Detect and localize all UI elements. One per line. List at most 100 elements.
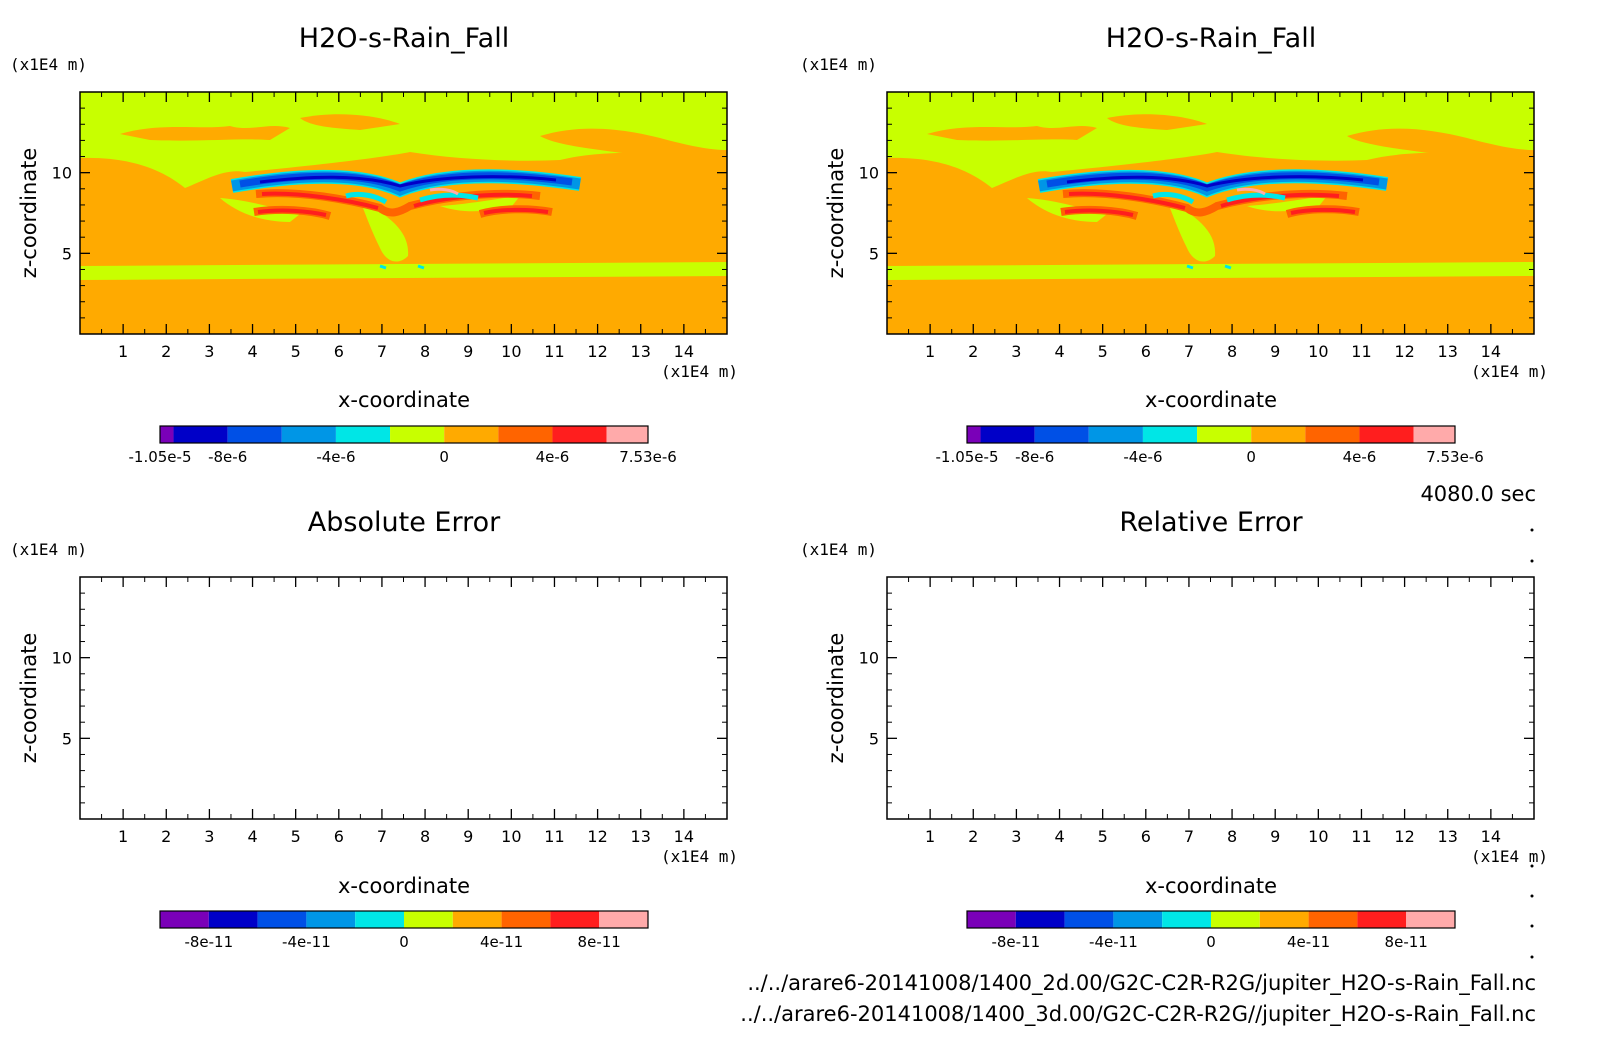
y-ticks (887, 107, 1534, 319)
x-tick-label: 1 (118, 827, 128, 846)
colorbar-tick-label: -4e-6 (316, 448, 355, 466)
y-ticks (80, 107, 727, 319)
colorbar-swatch (1142, 426, 1198, 443)
x-tick-label: 2 (968, 827, 978, 846)
x-tick-label: 8 (420, 827, 430, 846)
colorbar-swatch (1162, 911, 1211, 928)
colorbar-swatch (1259, 911, 1309, 928)
colorbar-swatch (967, 911, 1016, 928)
colorbar-tick-label: -4e-11 (1089, 933, 1138, 951)
colorbar-tick-label: 4e-11 (1287, 933, 1330, 951)
plot-frame (886, 91, 1535, 335)
x-tick-label: 4 (1054, 827, 1064, 846)
x-unit-label: (x1E4 m) (661, 362, 738, 381)
colorbar-swatch (1064, 911, 1114, 928)
colorbar-tick-label: 8e-11 (578, 933, 621, 951)
heatmap-field (80, 92, 727, 334)
x-tick-label: 13 (1438, 342, 1458, 361)
colorbar-swatch (606, 426, 648, 443)
colorbar-tick-label: 4e-11 (480, 933, 523, 951)
colorbar-tick-label: 8e-11 (1385, 933, 1428, 951)
x-tick-label: 7 (377, 342, 387, 361)
colorbar-swatch (1413, 426, 1455, 443)
colorbar-swatch (257, 911, 307, 928)
colorbar-swatch (1308, 911, 1358, 928)
y-unit-label: (x1E4 m) (800, 55, 877, 74)
panel-title: Relative Error (1119, 507, 1303, 538)
colorbar-tick-label: 0 (1246, 448, 1256, 466)
panel-bottom-left: Absolute Error (x1E4 m) 1 2 3 4 5 6 7 8 9 10 11 12 1… (10, 507, 738, 951)
y-tick-label: 5 (869, 729, 879, 748)
colorbar-tick-label: 7.53e-6 (1426, 448, 1484, 466)
y-tick-label: 10 (859, 649, 879, 668)
colorbar-swatch (1359, 426, 1414, 443)
x-tick-label: 11 (1351, 342, 1371, 361)
x-tick-label: 7 (1184, 827, 1194, 846)
colorbar-swatch (1088, 426, 1143, 443)
plot-frame (886, 576, 1535, 820)
colorbar-tick-label: 0 (439, 448, 449, 466)
y-ticks (887, 592, 1534, 804)
x-tick-label: 12 (587, 827, 607, 846)
x-tick-label: 9 (1270, 342, 1280, 361)
plot-frame (79, 91, 728, 335)
colorbar-tick-label: -1.05e-5 (936, 448, 999, 466)
y-tick-label: 10 (52, 164, 72, 183)
x-tick-labels: 1 2 3 4 5 6 7 8 9 10 11 12 13 14 (925, 342, 1501, 361)
colorbar-tick-label: -4e-6 (1123, 448, 1162, 466)
x-ticks (908, 577, 1513, 819)
colorbar-frame (966, 425, 1456, 444)
y-unit-label: (x1E4 m) (10, 540, 87, 559)
x-tick-label: 3 (204, 342, 214, 361)
colorbar: -1.05e-5 -8e-6 -4e-6 0 4e-6 7.53e-6 (129, 425, 677, 466)
y-tick-label: 5 (62, 244, 72, 263)
x-tick-labels: 1 2 3 4 5 6 7 8 9 10 11 12 13 14 (925, 827, 1501, 846)
panel-title: H2O-s-Rain_Fall (1106, 23, 1316, 54)
x-ticks (101, 92, 706, 334)
y-axis-label: z-coordinate (17, 148, 41, 279)
colorbar-swatch (404, 911, 453, 928)
x-ticks (908, 92, 1513, 334)
x-tick-label: 7 (1184, 342, 1194, 361)
panel-title: H2O-s-Rain_Fall (299, 23, 509, 54)
x-tick-label: 5 (1098, 827, 1108, 846)
y-tick-labels: 5 10 (52, 649, 72, 749)
colorbar-tick-label: -8e-6 (1015, 448, 1054, 466)
x-tick-label: 5 (1098, 342, 1108, 361)
colorbar-swatch (1113, 911, 1163, 928)
x-tick-label: 11 (544, 342, 564, 361)
colorbar-swatch (452, 911, 502, 928)
colorbar-swatch (1034, 426, 1089, 443)
x-tick-label: 12 (1394, 827, 1414, 846)
x-axis-label: x-coordinate (338, 388, 470, 412)
panel-title: Absolute Error (308, 507, 501, 538)
colorbar-swatch (335, 426, 391, 443)
x-tick-label: 8 (1227, 827, 1237, 846)
y-tick-labels: 5 10 (859, 649, 879, 749)
x-tick-labels: 1 2 3 4 5 6 7 8 9 10 11 12 13 14 (118, 342, 694, 361)
colorbar-tick-label: -8e-11 (991, 933, 1040, 951)
x-tick-label: 2 (968, 342, 978, 361)
colorbar-swatch (281, 426, 336, 443)
colorbar-frame (159, 910, 649, 929)
colorbar-tick-label: 4e-6 (536, 448, 570, 466)
colorbar-swatch (599, 911, 648, 928)
colorbar-swatch (1305, 426, 1360, 443)
colorbar-frame (159, 425, 649, 444)
x-tick-label: 4 (247, 342, 257, 361)
colorbar-tick-label: 0 (399, 933, 409, 951)
x-axis-label: x-coordinate (1145, 874, 1277, 898)
x-tick-label: 6 (334, 342, 344, 361)
y-axis-label: z-coordinate (17, 633, 41, 764)
colorbar-tick-label: -8e-6 (208, 448, 247, 466)
y-axis-label: z-coordinate (824, 148, 848, 279)
x-tick-label: 10 (501, 342, 521, 361)
y-tick-labels: 5 10 (52, 164, 72, 264)
x-tick-label: 12 (587, 342, 607, 361)
y-unit-label: (x1E4 m) (800, 540, 877, 559)
x-tick-label: 4 (1054, 342, 1064, 361)
x-tick-label: 9 (463, 342, 473, 361)
colorbar-swatch (1015, 911, 1065, 928)
colorbar-swatch (160, 426, 174, 443)
